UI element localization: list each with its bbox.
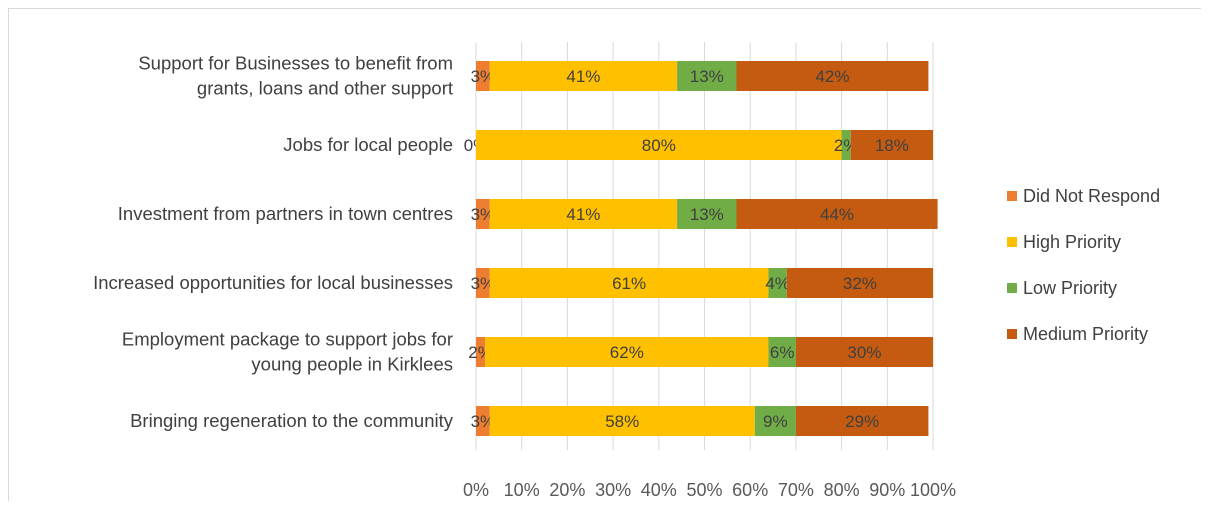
category-label: Employment package to support jobs for [122, 329, 453, 350]
data-label: 4% [765, 274, 790, 293]
bar-segment [736, 199, 938, 229]
bar-segment [476, 268, 490, 298]
data-label: 6% [770, 343, 795, 362]
data-label: 13% [690, 67, 724, 86]
bar-segment [786, 268, 933, 298]
legend-swatch [1007, 329, 1017, 339]
category-label: young people in Kirklees [251, 354, 453, 375]
data-label: 58% [605, 412, 639, 431]
category-label: Jobs for local people [283, 134, 453, 155]
bar-segment [768, 337, 796, 367]
bar-segment [768, 268, 787, 298]
bar-segment [489, 406, 755, 436]
category-label: Investment from partners in town centres [118, 203, 453, 224]
bar-segment [489, 199, 678, 229]
legend-label: Did Not Respond [1023, 186, 1160, 206]
bar-segment [476, 61, 490, 91]
bars: 3%41%13%42%0%80%2%18%3%41%13%44%3%61%4%3… [464, 61, 938, 436]
legend-swatch [1007, 237, 1017, 247]
x-tick-label: 90% [869, 480, 905, 500]
bar-segment [476, 199, 490, 229]
data-label: 62% [610, 343, 644, 362]
legend-label: Low Priority [1023, 278, 1117, 298]
data-label: 3% [471, 205, 496, 224]
category-label: grants, loans and other support [197, 78, 453, 99]
category-label: Increased opportunities for local busine… [93, 272, 453, 293]
gridlines [475, 42, 934, 450]
x-tick-label: 60% [732, 480, 768, 500]
bar-segment [677, 199, 737, 229]
x-tick-label: 80% [824, 480, 860, 500]
legend-swatch [1007, 283, 1017, 293]
bar-segment [795, 406, 929, 436]
category-label: Support for Businesses to benefit from [138, 53, 453, 74]
data-label: 18% [875, 136, 909, 155]
bar-segment [736, 61, 929, 91]
bar-segment [489, 61, 678, 91]
data-label: 30% [847, 343, 881, 362]
data-label: 42% [815, 67, 849, 86]
bar-segment [476, 406, 490, 436]
x-tick-label: 40% [641, 480, 677, 500]
bar-segment [485, 337, 769, 367]
data-label: 44% [820, 205, 854, 224]
x-tick-label: 50% [686, 480, 722, 500]
bar-segment [795, 337, 933, 367]
data-label: 3% [471, 274, 496, 293]
data-label: 3% [471, 67, 496, 86]
bar-segment [754, 406, 796, 436]
data-label: 29% [845, 412, 879, 431]
data-label: 41% [566, 67, 600, 86]
bar-segment [677, 61, 737, 91]
data-label: 32% [843, 274, 877, 293]
data-label: 61% [612, 274, 646, 293]
bar-segment [476, 337, 486, 367]
category-labels: Support for Businesses to benefit from gr… [93, 53, 454, 432]
data-label: 9% [763, 412, 788, 431]
legend-label: Medium Priority [1023, 324, 1148, 344]
category-label: Bringing regeneration to the community [130, 410, 454, 431]
x-tick-label: 30% [595, 480, 631, 500]
data-label: 41% [566, 205, 600, 224]
x-tick-label: 100% [910, 480, 956, 500]
chart-frame [8, 8, 1201, 501]
x-tick-label: 10% [504, 480, 540, 500]
x-tick-label: 70% [778, 480, 814, 500]
data-label: 80% [642, 136, 676, 155]
x-axis-ticks: 0% 10% 20% 30% 40% 50% 60% 70% 80% 90% 100% [463, 480, 956, 500]
bar-segment [489, 268, 769, 298]
bar-segment [841, 130, 851, 160]
legend-swatch [1007, 191, 1017, 201]
data-label: 3% [471, 412, 496, 431]
bar-segment [850, 130, 933, 160]
legend-label: High Priority [1023, 232, 1121, 252]
bar-segment [476, 130, 842, 160]
x-tick-label: 20% [549, 480, 585, 500]
x-tick-label: 0% [463, 480, 489, 500]
legend: Did Not Respond High Priority Low Priority… [1007, 186, 1160, 344]
data-label: 13% [690, 205, 724, 224]
